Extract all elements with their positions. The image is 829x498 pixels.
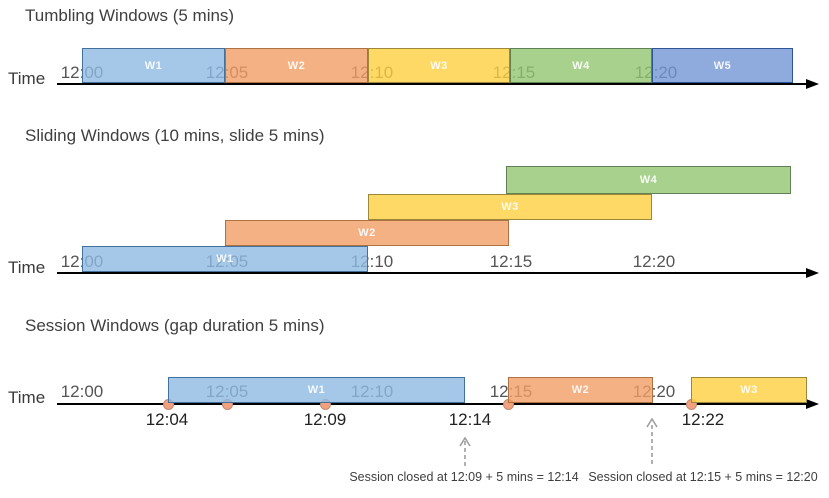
- sliding-window-w2: W2: [225, 220, 509, 246]
- annotation-arrow-icon: [459, 436, 471, 466]
- window-label: W2: [287, 59, 306, 72]
- sliding-tick: 12:15: [489, 252, 533, 271]
- tumbling-window-w1: W1: [82, 48, 225, 83]
- window-label: W1: [144, 59, 163, 72]
- tumbling-section-title: Tumbling Windows (5 mins): [25, 6, 235, 25]
- sliding-section-title: Sliding Windows (10 mins, slide 5 mins): [25, 126, 325, 145]
- annotation-arrow-icon: [646, 417, 658, 464]
- tumbling-timeline-arrowhead-icon: [806, 79, 819, 89]
- window-label: W4: [639, 174, 658, 186]
- window-label: W2: [571, 384, 590, 396]
- sliding-timeline-arrowhead-icon: [806, 268, 819, 278]
- event-time-label: 12:14: [448, 410, 492, 429]
- tumbling-timeline: [57, 83, 808, 85]
- window-label: W2: [358, 227, 376, 239]
- window-label: W1: [307, 384, 326, 396]
- session-window-w2: W2: [508, 377, 653, 403]
- session-timeline: [57, 403, 808, 405]
- session-close-annotation: Session closed at 12:15 + 5 mins = 12:20: [588, 470, 818, 484]
- event-time-label: 12:22: [681, 410, 725, 429]
- event-time-label: 12:04: [145, 410, 189, 429]
- session-timeline-arrowhead-icon: [806, 399, 819, 409]
- tumbling-window-w4: W4: [510, 48, 652, 83]
- sliding-window-w1: W1: [82, 246, 368, 272]
- session-window-w1: W1: [168, 377, 465, 403]
- window-label: W1: [216, 253, 234, 265]
- session-close-annotation: Session closed at 12:09 + 5 mins = 12:14: [349, 470, 579, 484]
- sliding-timeline: [57, 272, 808, 274]
- window-label: W3: [740, 384, 758, 396]
- window-label: W3: [501, 201, 519, 213]
- sliding-window-w4: W4: [506, 166, 791, 194]
- sliding-time-axis-label: Time: [8, 258, 46, 277]
- tumbling-window-w2: W2: [225, 48, 368, 83]
- window-label: W3: [430, 59, 448, 72]
- session-window-w3: W3: [691, 377, 807, 403]
- tumbling-window-w5: W5: [652, 48, 793, 83]
- event-time-label: 12:09: [303, 410, 347, 429]
- session-time-axis-label: Time: [8, 388, 46, 407]
- tumbling-time-axis-label: Time: [8, 69, 46, 88]
- session-section-title: Session Windows (gap duration 5 mins): [25, 316, 325, 335]
- sliding-window-w3: W3: [368, 194, 652, 220]
- window-label: W5: [713, 59, 732, 72]
- session-tick: 12:00: [60, 382, 104, 401]
- tumbling-window-w3: W3: [368, 48, 510, 83]
- window-label: W4: [572, 59, 590, 72]
- sliding-tick: 12:20: [632, 252, 676, 271]
